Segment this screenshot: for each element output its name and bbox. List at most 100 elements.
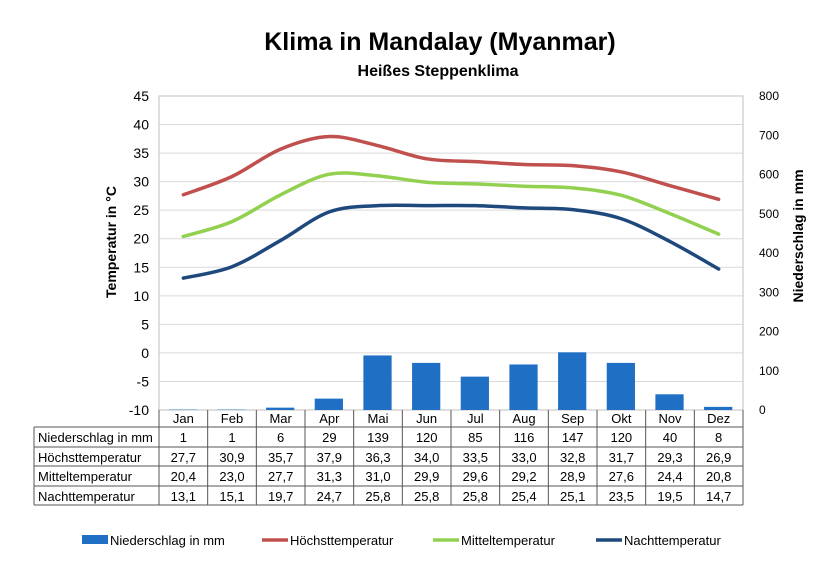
table-cell: 19,5 [657, 489, 682, 504]
y2-tick-label: 300 [759, 285, 779, 299]
plot-area [158, 95, 744, 411]
table-cell: 40 [663, 430, 677, 445]
x-tick-label: Mar [269, 411, 292, 426]
chart-title: Klima in Mandalay (Myanmar) [264, 28, 615, 56]
x-tick-label: Jan [173, 411, 194, 426]
legend-swatch [82, 535, 108, 544]
chart-subtitle: Heißes Steppenklima [358, 63, 519, 80]
table-cell: 23,0 [219, 469, 244, 484]
y-axis-label: Temperatur in °C [103, 186, 119, 298]
table-cell: 116 [514, 430, 535, 445]
table-cell: 33,0 [511, 450, 536, 465]
table-cell: 33,5 [463, 450, 488, 465]
y-tick-label: 0 [141, 345, 149, 361]
table-cell: 85 [468, 430, 482, 445]
table-cell: 37,9 [317, 450, 342, 465]
table-cell: 29,3 [657, 450, 682, 465]
y-tick-label: 40 [133, 117, 149, 133]
table-row-label: Niederschlag in mm [38, 430, 153, 445]
table-cell: 27,7 [268, 469, 293, 484]
table-cell: 30,9 [219, 450, 244, 465]
y-tick-label: 30 [133, 174, 149, 190]
x-tick-label: Aug [512, 411, 535, 426]
legend-label: Niederschlag in mm [110, 533, 225, 548]
bar-jul [460, 376, 489, 410]
y2-tick-label: 400 [759, 246, 779, 260]
table-cell: 27,6 [609, 469, 634, 484]
bar-mar [266, 407, 295, 410]
x-tick-label: Feb [221, 411, 243, 426]
bar-mai [363, 355, 392, 410]
table-row-label: Mitteltemperatur [38, 469, 133, 484]
table-cell: 24,4 [657, 469, 682, 484]
x-tick-label: Jul [467, 411, 484, 426]
y2-tick-label: 600 [759, 168, 779, 182]
table-row-label: Nachttemperatur [38, 489, 135, 504]
bar-sep [558, 352, 587, 410]
y-tick-label: 20 [133, 231, 149, 247]
legend-label: Nachttemperatur [624, 533, 721, 548]
table-cell: 8 [715, 430, 722, 445]
legend-label: Höchsttemperatur [290, 533, 394, 548]
table-cell: 28,9 [560, 469, 585, 484]
x-tick-label: Dez [707, 411, 730, 426]
y-tick-label: 5 [141, 316, 149, 332]
table-cell: 13,1 [171, 489, 196, 504]
x-tick-label: Okt [611, 411, 632, 426]
bar-dez [704, 406, 733, 410]
table-cell: 29,9 [414, 469, 439, 484]
y2-axis-label: Niederschlag in mm [790, 169, 806, 302]
bar-jun [412, 362, 441, 410]
table-cell: 14,7 [706, 489, 731, 504]
table-cell: 120 [610, 430, 632, 445]
y2-tick-label: 800 [759, 89, 779, 103]
y-tick-label: -10 [129, 402, 149, 418]
bar-aug [509, 364, 538, 410]
line-mitteltemperatur [181, 171, 721, 239]
table-cell: 1 [228, 430, 235, 445]
x-tick-label: Mai [368, 411, 389, 426]
y2-tick-label: 0 [759, 403, 766, 417]
table-row-label: Höchsttemperatur [38, 450, 142, 465]
y-tick-label: -5 [137, 373, 150, 389]
x-tick-label: Jun [416, 411, 437, 426]
table-cell: 31,3 [317, 469, 342, 484]
y2-tick-label: 200 [759, 325, 779, 339]
table-cell: 34,0 [414, 450, 439, 465]
x-tick-label: Apr [319, 411, 340, 426]
y-tick-label: 35 [133, 145, 149, 161]
bar-okt [606, 362, 635, 410]
table-cell: 31,0 [365, 469, 390, 484]
table-cell: 25,8 [463, 489, 488, 504]
table-cell: 20,8 [706, 469, 731, 484]
table-cell: 29,6 [463, 469, 488, 484]
x-tick-label: Nov [658, 411, 682, 426]
table-cell: 35,7 [268, 450, 293, 465]
table-cell: 1 [180, 430, 187, 445]
table-cell: 24,7 [317, 489, 342, 504]
table-cell: 29 [322, 430, 336, 445]
table-cell: 20,4 [171, 469, 196, 484]
table-cell: 25,1 [560, 489, 585, 504]
table-cell: 25,8 [365, 489, 390, 504]
y-tick-label: 15 [133, 259, 149, 275]
table-cell: 36,3 [365, 450, 390, 465]
legend-label: Mitteltemperatur [461, 533, 556, 548]
x-tick-label: Sep [561, 411, 584, 426]
table-cell: 19,7 [268, 489, 293, 504]
table-cell: 26,9 [706, 450, 731, 465]
table-cell: 15,1 [219, 489, 244, 504]
bar-apr [314, 398, 343, 410]
y2-tick-label: 500 [759, 207, 779, 221]
table-cell: 29,2 [511, 469, 536, 484]
bar-nov [655, 394, 684, 410]
table-cell: 32,8 [560, 450, 585, 465]
y-tick-label: 25 [133, 202, 149, 218]
table-cell: 139 [367, 430, 389, 445]
line-nachttemperatur [181, 203, 721, 280]
y-tick-label: 45 [133, 88, 149, 104]
table-cell: 25,4 [511, 489, 536, 504]
y2-tick-label: 700 [759, 128, 779, 142]
